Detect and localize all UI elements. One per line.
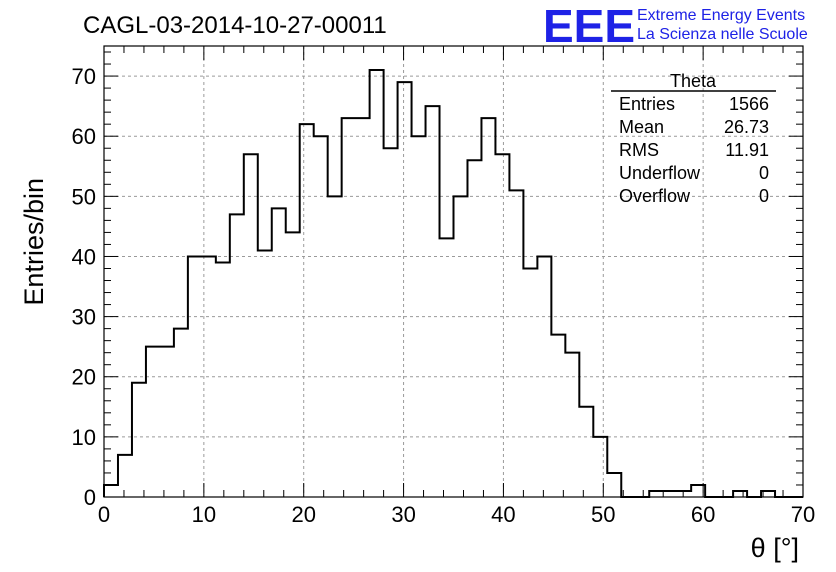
- histogram-bin: [188, 256, 202, 497]
- chart-title: CAGL-03-2014-10-27-00011: [83, 12, 387, 39]
- stats-label: Entries: [619, 94, 675, 114]
- plot-frame: [103, 45, 804, 498]
- histogram-bin: [202, 256, 216, 497]
- histogram-bin: [230, 214, 244, 497]
- y-tick-label: 70: [72, 64, 96, 89]
- histogram-bin: [370, 70, 384, 497]
- histogram-bin: [384, 148, 398, 497]
- histogram-bin: [314, 136, 328, 497]
- y-tick-label: 50: [72, 184, 96, 209]
- histogram-bin: [677, 491, 691, 497]
- histogram-bin: [593, 437, 607, 497]
- stats-value: 0: [759, 186, 769, 206]
- histogram-bin: [300, 124, 314, 497]
- histogram-bin: [551, 335, 565, 497]
- histogram-bin: [174, 329, 188, 497]
- y-axis-title: Entries/bin: [19, 178, 49, 306]
- stats-label: Mean: [619, 117, 664, 137]
- histogram-bin: [286, 232, 300, 497]
- stats-value: 1566: [729, 94, 769, 114]
- stats-label: Overflow: [619, 186, 691, 206]
- stats-value: 11.91: [725, 140, 769, 160]
- histogram-bin: [258, 250, 272, 497]
- histogram-bin: [356, 118, 370, 497]
- stats-rows: Entries 1566 Mean 26.73 RMS 11.91 Underflow 0 Ov…: [619, 94, 769, 206]
- histogram-bin: [272, 208, 286, 497]
- y-tick-label: 20: [72, 365, 96, 390]
- histogram-bin: [160, 347, 174, 497]
- tick-layer: [103, 46, 804, 498]
- histogram-bin: [146, 347, 160, 497]
- histogram-bin: [328, 196, 342, 497]
- histogram-bin: [440, 238, 454, 497]
- stats-label: RMS: [619, 140, 659, 160]
- histogram-bin: [342, 118, 356, 497]
- logo-line-1: Extreme Energy Events: [637, 7, 805, 24]
- y-tick-label: 60: [72, 124, 96, 149]
- tick-label-layer: 0 10 20 30 40 50 60 70 0 10 20 30 40 50 60 70: [72, 64, 816, 527]
- histogram-bin: [523, 268, 537, 497]
- y-tick-label: 10: [72, 425, 96, 450]
- histogram-layer: [103, 69, 803, 498]
- histogram-bin: [454, 196, 468, 497]
- logo-line-2: La Scienza nelle Scuole: [637, 26, 808, 43]
- histogram-bin: [663, 491, 677, 497]
- stats-label: Underflow: [619, 163, 701, 183]
- x-tick-label: 0: [98, 502, 110, 527]
- x-tick-label: 30: [391, 502, 415, 527]
- histogram-bin: [426, 106, 440, 497]
- histogram-bin: [216, 262, 230, 497]
- histogram-bin: [118, 455, 132, 497]
- y-tick-label: 30: [72, 305, 96, 330]
- y-tick-label: 0: [84, 485, 96, 510]
- x-axis-title: θ [°]: [751, 533, 799, 563]
- histogram-bin: [398, 82, 412, 497]
- histogram-outline: [103, 69, 803, 498]
- x-tick-label: 20: [291, 502, 315, 527]
- histogram-bin: [579, 407, 593, 497]
- histogram-bin: [649, 491, 663, 497]
- histogram-bin: [509, 190, 523, 497]
- histogram-bin: [244, 154, 258, 497]
- histogram-bin: [412, 136, 426, 497]
- histogram-bin: [733, 491, 747, 497]
- y-tick-label: 40: [72, 244, 96, 269]
- histogram-bin: [481, 118, 495, 497]
- histogram-bin: [495, 154, 509, 497]
- stats-value: 26.73: [724, 117, 769, 137]
- x-tick-label: 70: [791, 502, 815, 527]
- stats-box: Theta Entries 1566 Mean 26.73 RMS 11.91 Underf…: [611, 71, 776, 206]
- stats-value: 0: [759, 163, 769, 183]
- x-tick-label: 10: [192, 502, 216, 527]
- histogram-bin: [132, 383, 146, 497]
- x-tick-label: 60: [691, 502, 715, 527]
- histogram-bin: [565, 353, 579, 497]
- histogram-bin: [607, 473, 621, 497]
- stats-box-name: Theta: [670, 71, 717, 91]
- eee-logo: EEE: [543, 0, 635, 52]
- x-tick-label: 50: [591, 502, 615, 527]
- x-tick-label: 40: [491, 502, 515, 527]
- histogram-bin: [537, 256, 551, 497]
- histogram-bin: [104, 485, 118, 497]
- histogram-bin: [467, 160, 481, 497]
